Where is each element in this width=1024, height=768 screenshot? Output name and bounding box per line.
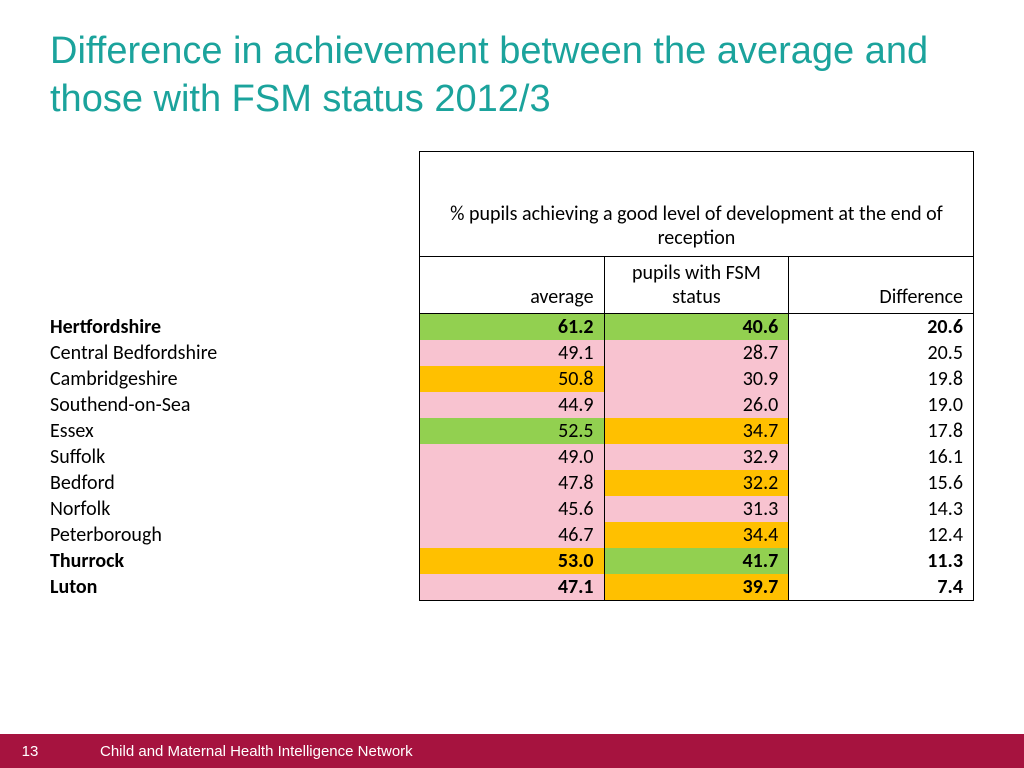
table-row: Norfolk45.631.314.3: [50, 496, 974, 522]
fsm-cell: 30.9: [604, 366, 789, 392]
table-super-header: % pupils achieving a good level of devel…: [419, 152, 973, 257]
difference-cell: 12.4: [789, 522, 974, 548]
fsm-cell: 34.7: [604, 418, 789, 444]
fsm-cell: 26.0: [604, 392, 789, 418]
average-cell: 49.1: [419, 340, 604, 366]
fsm-cell: 39.7: [604, 574, 789, 601]
data-table-container: % pupils achieving a good level of devel…: [50, 151, 974, 601]
region-cell: Essex: [50, 418, 419, 444]
col-header-difference: Difference: [789, 257, 974, 314]
table-row: Southend-on-Sea44.926.019.0: [50, 392, 974, 418]
difference-cell: 20.5: [789, 340, 974, 366]
region-cell: Bedford: [50, 470, 419, 496]
achievement-table: % pupils achieving a good level of devel…: [50, 151, 974, 601]
fsm-cell: 34.4: [604, 522, 789, 548]
slide-footer: 13 Child and Maternal Health Intelligenc…: [0, 734, 1024, 768]
footer-text: Child and Maternal Health Intelligence N…: [60, 743, 413, 760]
average-cell: 44.9: [419, 392, 604, 418]
region-cell: Norfolk: [50, 496, 419, 522]
region-cell: Southend-on-Sea: [50, 392, 419, 418]
header-blank: [50, 152, 419, 257]
average-cell: 49.0: [419, 444, 604, 470]
table-row: Luton47.139.77.4: [50, 574, 974, 601]
page-number: 13: [0, 743, 60, 760]
difference-cell: 19.8: [789, 366, 974, 392]
region-cell: Cambridgeshire: [50, 366, 419, 392]
fsm-cell: 41.7: [604, 548, 789, 574]
fsm-cell: 28.7: [604, 340, 789, 366]
table-row: Hertfordshire61.240.620.6: [50, 314, 974, 341]
region-cell: Suffolk: [50, 444, 419, 470]
difference-cell: 7.4: [789, 574, 974, 601]
region-cell: Peterborough: [50, 522, 419, 548]
difference-cell: 11.3: [789, 548, 974, 574]
difference-cell: 14.3: [789, 496, 974, 522]
table-row: Thurrock53.041.711.3: [50, 548, 974, 574]
col-header-average: average: [419, 257, 604, 314]
slide-title: Difference in achievement between the av…: [0, 0, 1024, 133]
region-cell: Thurrock: [50, 548, 419, 574]
table-row: Essex52.534.717.8: [50, 418, 974, 444]
average-cell: 46.7: [419, 522, 604, 548]
table-row: Suffolk49.032.916.1: [50, 444, 974, 470]
table-row: Bedford47.832.215.6: [50, 470, 974, 496]
difference-cell: 20.6: [789, 314, 974, 341]
average-cell: 52.5: [419, 418, 604, 444]
average-cell: 61.2: [419, 314, 604, 341]
table-row: Cambridgeshire50.830.919.8: [50, 366, 974, 392]
average-cell: 53.0: [419, 548, 604, 574]
fsm-cell: 31.3: [604, 496, 789, 522]
header-blank: [50, 257, 419, 314]
table-row: Peterborough46.734.412.4: [50, 522, 974, 548]
difference-cell: 15.6: [789, 470, 974, 496]
difference-cell: 16.1: [789, 444, 974, 470]
difference-cell: 19.0: [789, 392, 974, 418]
average-cell: 45.6: [419, 496, 604, 522]
average-cell: 50.8: [419, 366, 604, 392]
col-header-fsm: pupils with FSM status: [604, 257, 789, 314]
fsm-cell: 40.6: [604, 314, 789, 341]
region-cell: Central Bedfordshire: [50, 340, 419, 366]
fsm-cell: 32.9: [604, 444, 789, 470]
average-cell: 47.1: [419, 574, 604, 601]
table-row: Central Bedfordshire49.128.720.5: [50, 340, 974, 366]
region-cell: Hertfordshire: [50, 314, 419, 341]
fsm-cell: 32.2: [604, 470, 789, 496]
average-cell: 47.8: [419, 470, 604, 496]
region-cell: Luton: [50, 574, 419, 601]
difference-cell: 17.8: [789, 418, 974, 444]
